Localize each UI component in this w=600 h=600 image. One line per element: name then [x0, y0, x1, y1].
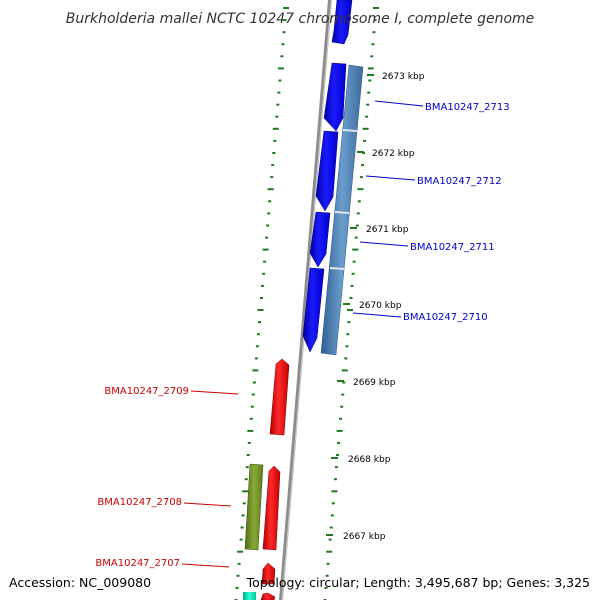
accession-text: Accession: NC_009080	[9, 575, 151, 590]
gene-arrow-bottom-red	[260, 592, 276, 600]
gene-label-2709[interactable]: BMA10247_2709	[104, 386, 189, 397]
cds-separator	[334, 211, 350, 214]
cds-bar	[320, 64, 364, 356]
forward-genes	[302, 0, 353, 353]
tick-label: 2673 kbp	[382, 72, 425, 82]
gene-arrow-2710	[302, 267, 325, 353]
gene-arrow-2709	[269, 358, 290, 436]
tick-label: 2672 kbp	[372, 149, 415, 159]
gene-arrow-2713	[323, 62, 347, 132]
gc-skew-dots	[234, 7, 379, 600]
chromosome-backbone	[279, 0, 332, 600]
gene-label-2708[interactable]: BMA10247_2708	[97, 497, 182, 508]
tick-2673: 2673 kbp	[367, 72, 425, 82]
tick-2668: 2668 kbp	[331, 455, 391, 465]
cds-separator	[329, 267, 345, 270]
tick-label: 2668 kbp	[348, 455, 391, 465]
gene-label-2711[interactable]: BMA10247_2711	[410, 242, 495, 253]
gene-label-2707[interactable]: BMA10247_2707	[95, 558, 180, 569]
gene-label-2712[interactable]: BMA10247_2712	[417, 176, 502, 187]
gene-label-2710[interactable]: BMA10247_2710	[403, 312, 488, 323]
tick-label: 2667 kbp	[343, 532, 386, 542]
gene-arrow-2712	[315, 130, 339, 212]
genome-summary-text: Topology: circular; Length: 3,495,687 bp…	[246, 575, 590, 590]
gene-bar-bottom-teal	[243, 592, 256, 600]
cds-track	[320, 64, 364, 356]
tick-2667: 2667 kbp	[326, 532, 386, 542]
forward-gene-labels: BMA10247_2713 BMA10247_2712 BMA10247_271…	[352, 100, 510, 323]
gene-arrow-2708	[262, 465, 281, 551]
tick-label: 2671 kbp	[366, 225, 409, 235]
kbp-scale: 2673 kbp 2672 kbp 2671 kbp 2670 kbp 2669…	[326, 72, 425, 542]
gene-bar-2708-cds	[244, 463, 264, 551]
tick-2670: 2670 kbp	[343, 301, 402, 311]
gene-arrow-2711	[309, 211, 331, 268]
gene-label-2713[interactable]: BMA10247_2713	[425, 102, 510, 113]
tick-2671: 2671 kbp	[350, 225, 409, 235]
tick-2669: 2669 kbp	[337, 378, 396, 388]
tick-2672: 2672 kbp	[357, 149, 415, 159]
gene-arrow-2707	[261, 562, 276, 585]
map-title: Burkholderia mallei NCTC 10247 chromosom…	[66, 11, 535, 27]
cds-separator	[342, 129, 358, 132]
reverse-gene-labels: BMA10247_2709 BMA10247_2708 BMA10247_270…	[95, 386, 239, 569]
gene-arrow-top	[331, 0, 353, 45]
reverse-genes	[243, 358, 290, 600]
tick-label: 2670 kbp	[359, 301, 402, 311]
tick-label: 2669 kbp	[353, 378, 396, 388]
